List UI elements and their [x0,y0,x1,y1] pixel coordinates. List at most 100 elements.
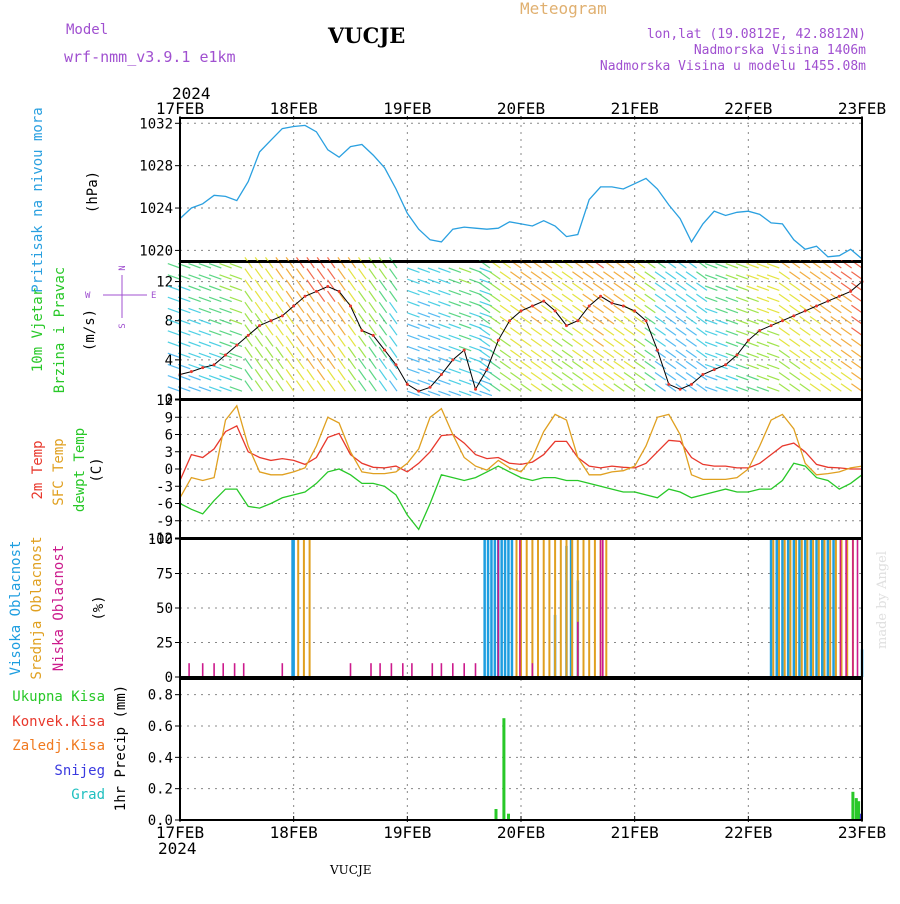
wind-arrow [541,338,553,347]
mid-cloud-bar [806,539,809,677]
wind-arrow [551,316,563,325]
wind-arrow [219,319,232,325]
wind-arrow [572,327,584,336]
wind-arrow [715,319,728,325]
high-cloud-bar [486,539,490,677]
wind-arrow [427,345,441,352]
wind-arrow [530,349,543,359]
wind-arrow [623,372,636,381]
wind-arrow [427,301,441,307]
wind-arrow [219,341,232,347]
wind-arrow [704,319,718,325]
wind-arrow [417,312,431,318]
wind-arrow [167,330,181,336]
wind-arrow [613,293,625,303]
mid-cloud-bar [571,539,574,677]
wind-arrow [756,341,770,347]
wind-arrow [368,268,377,280]
wind-arrow [337,346,346,358]
credit-text: made by Angel [875,551,890,649]
wind-arrow [489,327,501,336]
wind-arrow [198,296,212,303]
wind-arrow [634,360,646,370]
wind-arrow [613,372,625,381]
wind-arrow [219,274,232,280]
wind-arrow [219,263,232,269]
wind-arrow [337,279,346,291]
wind-arrow [316,357,326,370]
mid-cloud-bar [840,539,843,677]
wind-arrow [306,313,315,325]
wind-arrow [696,293,708,303]
compass-west-label: W [85,291,91,301]
wind-arrow [378,324,388,336]
wind-arrow [358,335,367,347]
wind-arrow [696,372,708,381]
cloud-ylabel-high: Visoka Oblacnost [8,541,24,676]
wind-arrow [479,282,491,291]
wind-arrow [358,290,367,302]
wind-arrow [561,372,574,381]
wind-arrow [229,352,243,359]
wind-speed-marker [371,333,375,337]
wind-arrow [725,330,739,336]
wind-arrow [756,319,770,325]
high-cloud-bar [483,539,486,677]
high-cloud-bar [832,539,835,677]
wind-speed-marker [212,363,216,367]
wind-arrow [448,267,462,273]
wind-speed-marker [383,348,387,352]
wind-arrow [789,316,801,325]
wind-arrow [188,307,201,314]
wind-arrow [337,369,346,381]
wind-arrow [378,357,388,370]
wind-arrow [582,304,594,314]
wind-arrow [665,304,677,314]
wind-arrow [746,296,759,303]
wind-arrow [417,334,431,341]
model-label: Model [66,22,108,38]
total-precip-bar [502,718,506,820]
wind-arrow [520,360,532,370]
wind-arrow [489,349,501,359]
wind-arrow [265,301,274,314]
wind-arrow [265,313,274,325]
wind-speed-marker [394,363,398,367]
wind-arrow [572,282,584,291]
wind-arrow [208,263,222,269]
wind-arrow [407,345,420,352]
wind-arrow [458,345,472,352]
wind-arrow [820,338,832,347]
wind-arrow [746,330,759,336]
wind-compass: N W E S [85,265,156,328]
wind-arrow [778,327,791,336]
wind-arrow [582,349,594,359]
wind-speed-marker [405,382,409,386]
wind-arrow [327,346,336,358]
wind-arrow [198,352,212,359]
wind-arrow [675,316,687,325]
wind-arrow [778,271,791,280]
wind-arrow [337,357,346,370]
wind-arrow [347,324,357,336]
mid-cloud-bar [823,539,826,677]
wind-arrow [275,290,284,302]
wind-arrow [316,301,326,314]
low-cloud-bar [281,663,284,677]
mid-cloud-bar [565,539,568,677]
wind-arrow [337,301,346,314]
wind-arrow [634,338,646,347]
low-cloud-bar [411,663,413,677]
wind-arrow [208,375,222,381]
wind-arrow [417,357,431,363]
wind-arrow [644,316,656,325]
top-date-label: 18FEB [270,99,318,118]
wind-arrow [244,357,253,370]
wind-arrow [327,268,336,280]
wind-arrow [358,313,367,325]
wind-arrow [654,271,667,280]
wind-arrow [809,304,822,314]
cloud-unit: (%) [91,595,107,620]
wind-arrow [799,383,811,392]
wind-arrow [489,372,501,381]
